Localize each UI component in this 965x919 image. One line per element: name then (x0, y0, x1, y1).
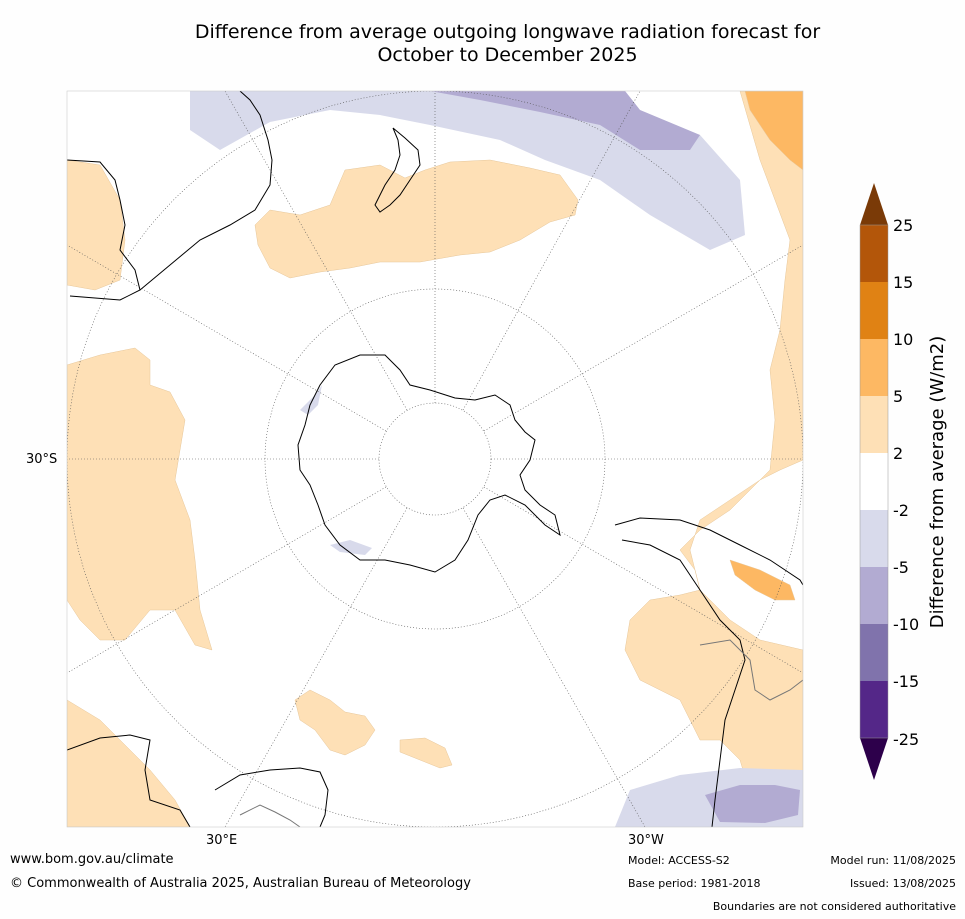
meridian-150e (224, 507, 408, 827)
colorbar-segment-5-10 (860, 339, 888, 396)
meridian-150w (462, 507, 646, 827)
colorbar-segment-10-15 (860, 282, 888, 339)
colorbar-tick: -15 (893, 672, 919, 691)
africa-south-coastline (214, 767, 329, 827)
anomaly-region-atlantic-moderate (744, 91, 803, 171)
footer-issued: Issued: 13/08/2025 (849, 877, 956, 890)
australia-east-coastline (139, 91, 273, 291)
colorbar-tick: 2 (893, 444, 903, 463)
colorbar-tick: -25 (893, 730, 919, 749)
title-line-2: October to December 2025 (377, 44, 638, 66)
anomaly-region-pacific-north-core (430, 91, 700, 150)
anomaly-region-southwest-warm (67, 699, 191, 827)
anomaly-region-antarctic-cool-1 (300, 385, 322, 415)
colorbar-label: Difference from average (W/m2) (927, 336, 948, 628)
footer-disclaimer: Boundaries are not considered authoritat… (712, 900, 956, 913)
chart-title: Difference from average outgoing longwav… (60, 21, 955, 67)
colorbar-segment-neg5-neg2 (860, 510, 888, 567)
title-line-1: Difference from average outgoing longwav… (194, 21, 821, 43)
anomaly-region-atlantic-warm (624, 91, 803, 827)
anomaly-region-south-pacific-warm-1 (294, 689, 376, 756)
south-america-coastline (614, 517, 803, 827)
map-frame (66, 90, 804, 828)
colorbar-segment-neg15-neg10 (860, 624, 888, 681)
footer-base-period: Base period: 1981-2018 (628, 877, 761, 890)
border-africa (239, 804, 301, 827)
australia-coastline (67, 159, 141, 301)
anomaly-region-west-edge-warm (67, 159, 126, 291)
colorbar-tick: 15 (893, 273, 913, 292)
colorbar-tick: -5 (893, 558, 909, 577)
coastlines (67, 91, 803, 827)
colorbar-tick: 10 (893, 330, 913, 349)
colorbar-segment-neg25-neg15 (860, 681, 888, 738)
antarctica-coastline (297, 354, 561, 573)
colorbar-tick: -2 (893, 501, 909, 520)
meridian-30e (224, 91, 408, 411)
colorbar-tick: -10 (893, 615, 919, 634)
footer-website: www.bom.gov.au/climate (10, 852, 174, 867)
colorbar-ticks: 25 15 10 5 2 -2 -5 -10 -15 -25 (893, 216, 919, 749)
footer-model: Model: ACCESS-S2 (628, 854, 730, 867)
africa-coastline (67, 734, 191, 827)
graticule-label-30w: 30°W (628, 833, 664, 848)
colorbar-segment-neg2-2 (860, 453, 888, 510)
colorbar-tick: 5 (893, 387, 903, 406)
anomaly-region-sa-moderate (729, 559, 796, 601)
footer-copyright: © Commonwealth of Australia 2025, Austra… (10, 876, 471, 891)
anomaly-region-south-pacific-warm-2 (399, 737, 453, 769)
anomaly-fields (67, 91, 803, 827)
country-borders (239, 639, 803, 827)
anomaly-region-indian-warm (67, 347, 213, 651)
colorbar-segment-neg10-neg5 (860, 567, 888, 624)
anomaly-region-pacific-warm (254, 159, 579, 279)
meridian-30w-north (462, 91, 641, 411)
anomaly-region-south-atlantic-cooler (705, 785, 800, 823)
colorbar (859, 183, 889, 780)
colorbar-arrow-top (860, 183, 888, 225)
colorbar-tick: 25 (893, 216, 913, 235)
graticule-label-30s: 30°S (26, 452, 58, 467)
anomaly-region-pacific-north (190, 91, 745, 250)
graticule (67, 91, 803, 827)
colorbar-frame (859, 224, 889, 739)
colorbar-segment-15-25 (860, 225, 888, 282)
footer-model-run: Model run: 11/08/2025 (830, 854, 956, 867)
anomaly-region-antarctic-cool-2 (330, 540, 372, 555)
graticule-label-30e: 30°E (206, 833, 238, 848)
colorbar-segment-2-5 (860, 396, 888, 453)
colorbar-arrow-bottom (860, 738, 888, 780)
border-south-america (699, 639, 803, 701)
new-zealand-coastline (374, 127, 421, 213)
